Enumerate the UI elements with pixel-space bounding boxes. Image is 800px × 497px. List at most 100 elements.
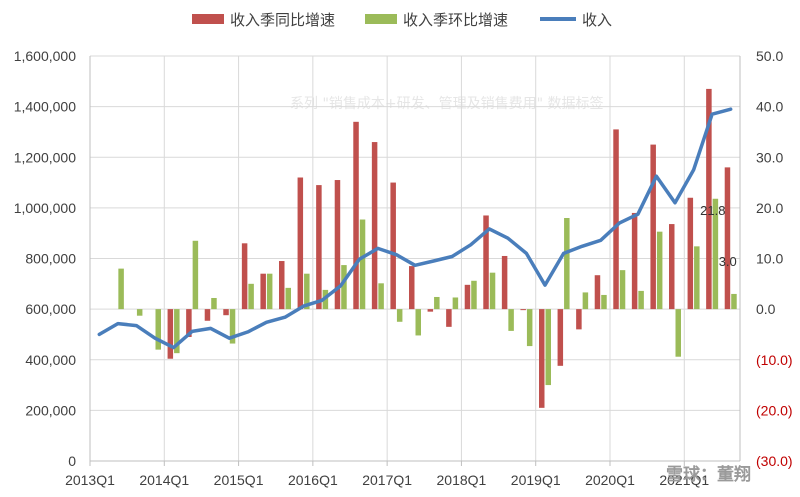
x-tick-label: 2014Q1	[139, 472, 189, 488]
yoy-bar	[687, 197, 694, 310]
yoy-bar	[669, 224, 675, 310]
yoy-bar	[594, 275, 601, 310]
left-tick-label: 0	[68, 453, 76, 469]
yoy-bar	[353, 121, 359, 310]
watermark-text: 系列 "销售成本+研发、管理及销售费用" 数据标签	[290, 95, 604, 112]
yoy-bar	[724, 167, 731, 310]
data-labels: 21.8 3.0	[700, 203, 737, 269]
x-tick-label: 2018Q1	[437, 472, 487, 488]
yoy-bar	[446, 309, 452, 327]
right-tick-label: 50.0	[756, 48, 783, 64]
watermark: 系列 "销售成本+研发、管理及销售费用" 数据标签	[290, 95, 604, 112]
x-tick-label: 2019Q1	[511, 472, 561, 488]
qoq-bar	[229, 309, 236, 344]
gridlines	[89, 55, 740, 462]
axes: 0 200,000 400,000 600,000 800,000 1,000,000 1,…	[14, 48, 793, 488]
x-tick-label: 2015Q1	[214, 472, 264, 488]
left-tick-label: 1,200,000	[14, 149, 76, 165]
data-label: 3.0	[719, 254, 737, 269]
legend: 收入季同比增速 收入季环比增速 收入	[192, 11, 612, 29]
right-tick-label: 30.0	[756, 149, 783, 165]
x-tick-label: 2020Q1	[585, 472, 635, 488]
qoq-bar	[136, 309, 143, 316]
qoq-bar	[118, 268, 124, 310]
right-tick-label: 10.0	[756, 251, 783, 267]
right-tick-label: 0.0	[756, 301, 776, 317]
corner-watermark: 雪球：董翔	[666, 464, 751, 485]
right-tick-label: (20.0)	[756, 402, 793, 418]
qoq-bar	[359, 219, 366, 310]
yoy-bar	[483, 215, 489, 310]
revenue-line	[97, 107, 733, 350]
qoq-bar	[694, 246, 700, 310]
qoq-bar	[266, 273, 273, 310]
qoq-bar	[415, 309, 421, 336]
yoy-bar	[260, 273, 266, 310]
yoy-bar	[576, 309, 582, 330]
qoq-bar	[174, 309, 180, 354]
left-tick-label: 800,000	[25, 251, 76, 267]
qoq-bar	[192, 240, 199, 310]
yoy-bar	[390, 182, 396, 310]
yoy-bar	[520, 309, 526, 311]
qoq-bar	[304, 273, 310, 310]
qoq-bar	[601, 294, 607, 310]
left-tick-label: 1,400,000	[14, 99, 76, 115]
yoy-bar	[279, 261, 285, 310]
qoq-bar	[545, 309, 551, 386]
qoq-bar	[582, 292, 589, 310]
yoy-bar	[557, 309, 564, 366]
yoy-bar	[223, 309, 229, 316]
right-tick-label: (10.0)	[756, 352, 793, 368]
qoq-bar	[211, 297, 217, 310]
yoy-bar	[464, 284, 471, 310]
data-label: 21.8	[700, 203, 725, 218]
right-tick-label: 40.0	[756, 99, 783, 115]
yoy-bar	[186, 309, 192, 337]
left-tick-label: 1,600,000	[14, 48, 76, 64]
qoq-bar	[489, 272, 496, 310]
yoy-bar	[501, 255, 508, 310]
qoq-bar	[434, 296, 440, 310]
yoy-bar	[204, 309, 211, 321]
yoy-bar	[371, 142, 378, 310]
left-tick-label: 1,000,000	[14, 200, 76, 216]
yoy-bar	[297, 177, 304, 310]
qoq-bar	[155, 309, 161, 350]
qoq-bar	[508, 309, 514, 331]
left-tick-label: 400,000	[25, 352, 76, 368]
yoy-bar	[241, 243, 248, 310]
qoq-bar	[452, 297, 459, 310]
qoq-bar	[471, 280, 477, 310]
left-tick-label: 600,000	[25, 301, 76, 317]
x-tick-label: 2021Q1	[659, 472, 709, 488]
yoy-bar	[409, 266, 415, 310]
bars	[118, 88, 737, 408]
right-tick-label: (30.0)	[756, 453, 793, 469]
qoq-bar	[638, 290, 644, 310]
yoy-bar	[427, 309, 434, 312]
yoy-bar	[167, 309, 174, 359]
qoq-bar	[731, 293, 737, 310]
x-tick-label: 2016Q1	[288, 472, 338, 488]
qoq-bar	[248, 283, 254, 310]
qoq-bar	[619, 270, 626, 310]
yoy-bar	[706, 88, 712, 310]
yoy-bar	[316, 185, 322, 310]
left-tick-label: 200,000	[25, 402, 76, 418]
yoy-bar	[631, 212, 638, 310]
qoq-bar	[526, 309, 533, 347]
legend-label: 收入季环比增速	[403, 11, 508, 29]
yoy-bar	[613, 129, 619, 310]
qoq-bar	[341, 265, 347, 310]
legend-label: 收入	[582, 11, 612, 29]
qoq-bar	[656, 231, 663, 310]
x-tick-label: 2017Q1	[362, 472, 412, 488]
qoq-bar	[285, 287, 291, 310]
qoq-bar	[564, 218, 570, 310]
right-tick-label: 20.0	[756, 200, 783, 216]
revenue-line-path	[97, 107, 733, 350]
yoy-bar	[539, 309, 545, 408]
legend-swatch	[192, 14, 224, 24]
